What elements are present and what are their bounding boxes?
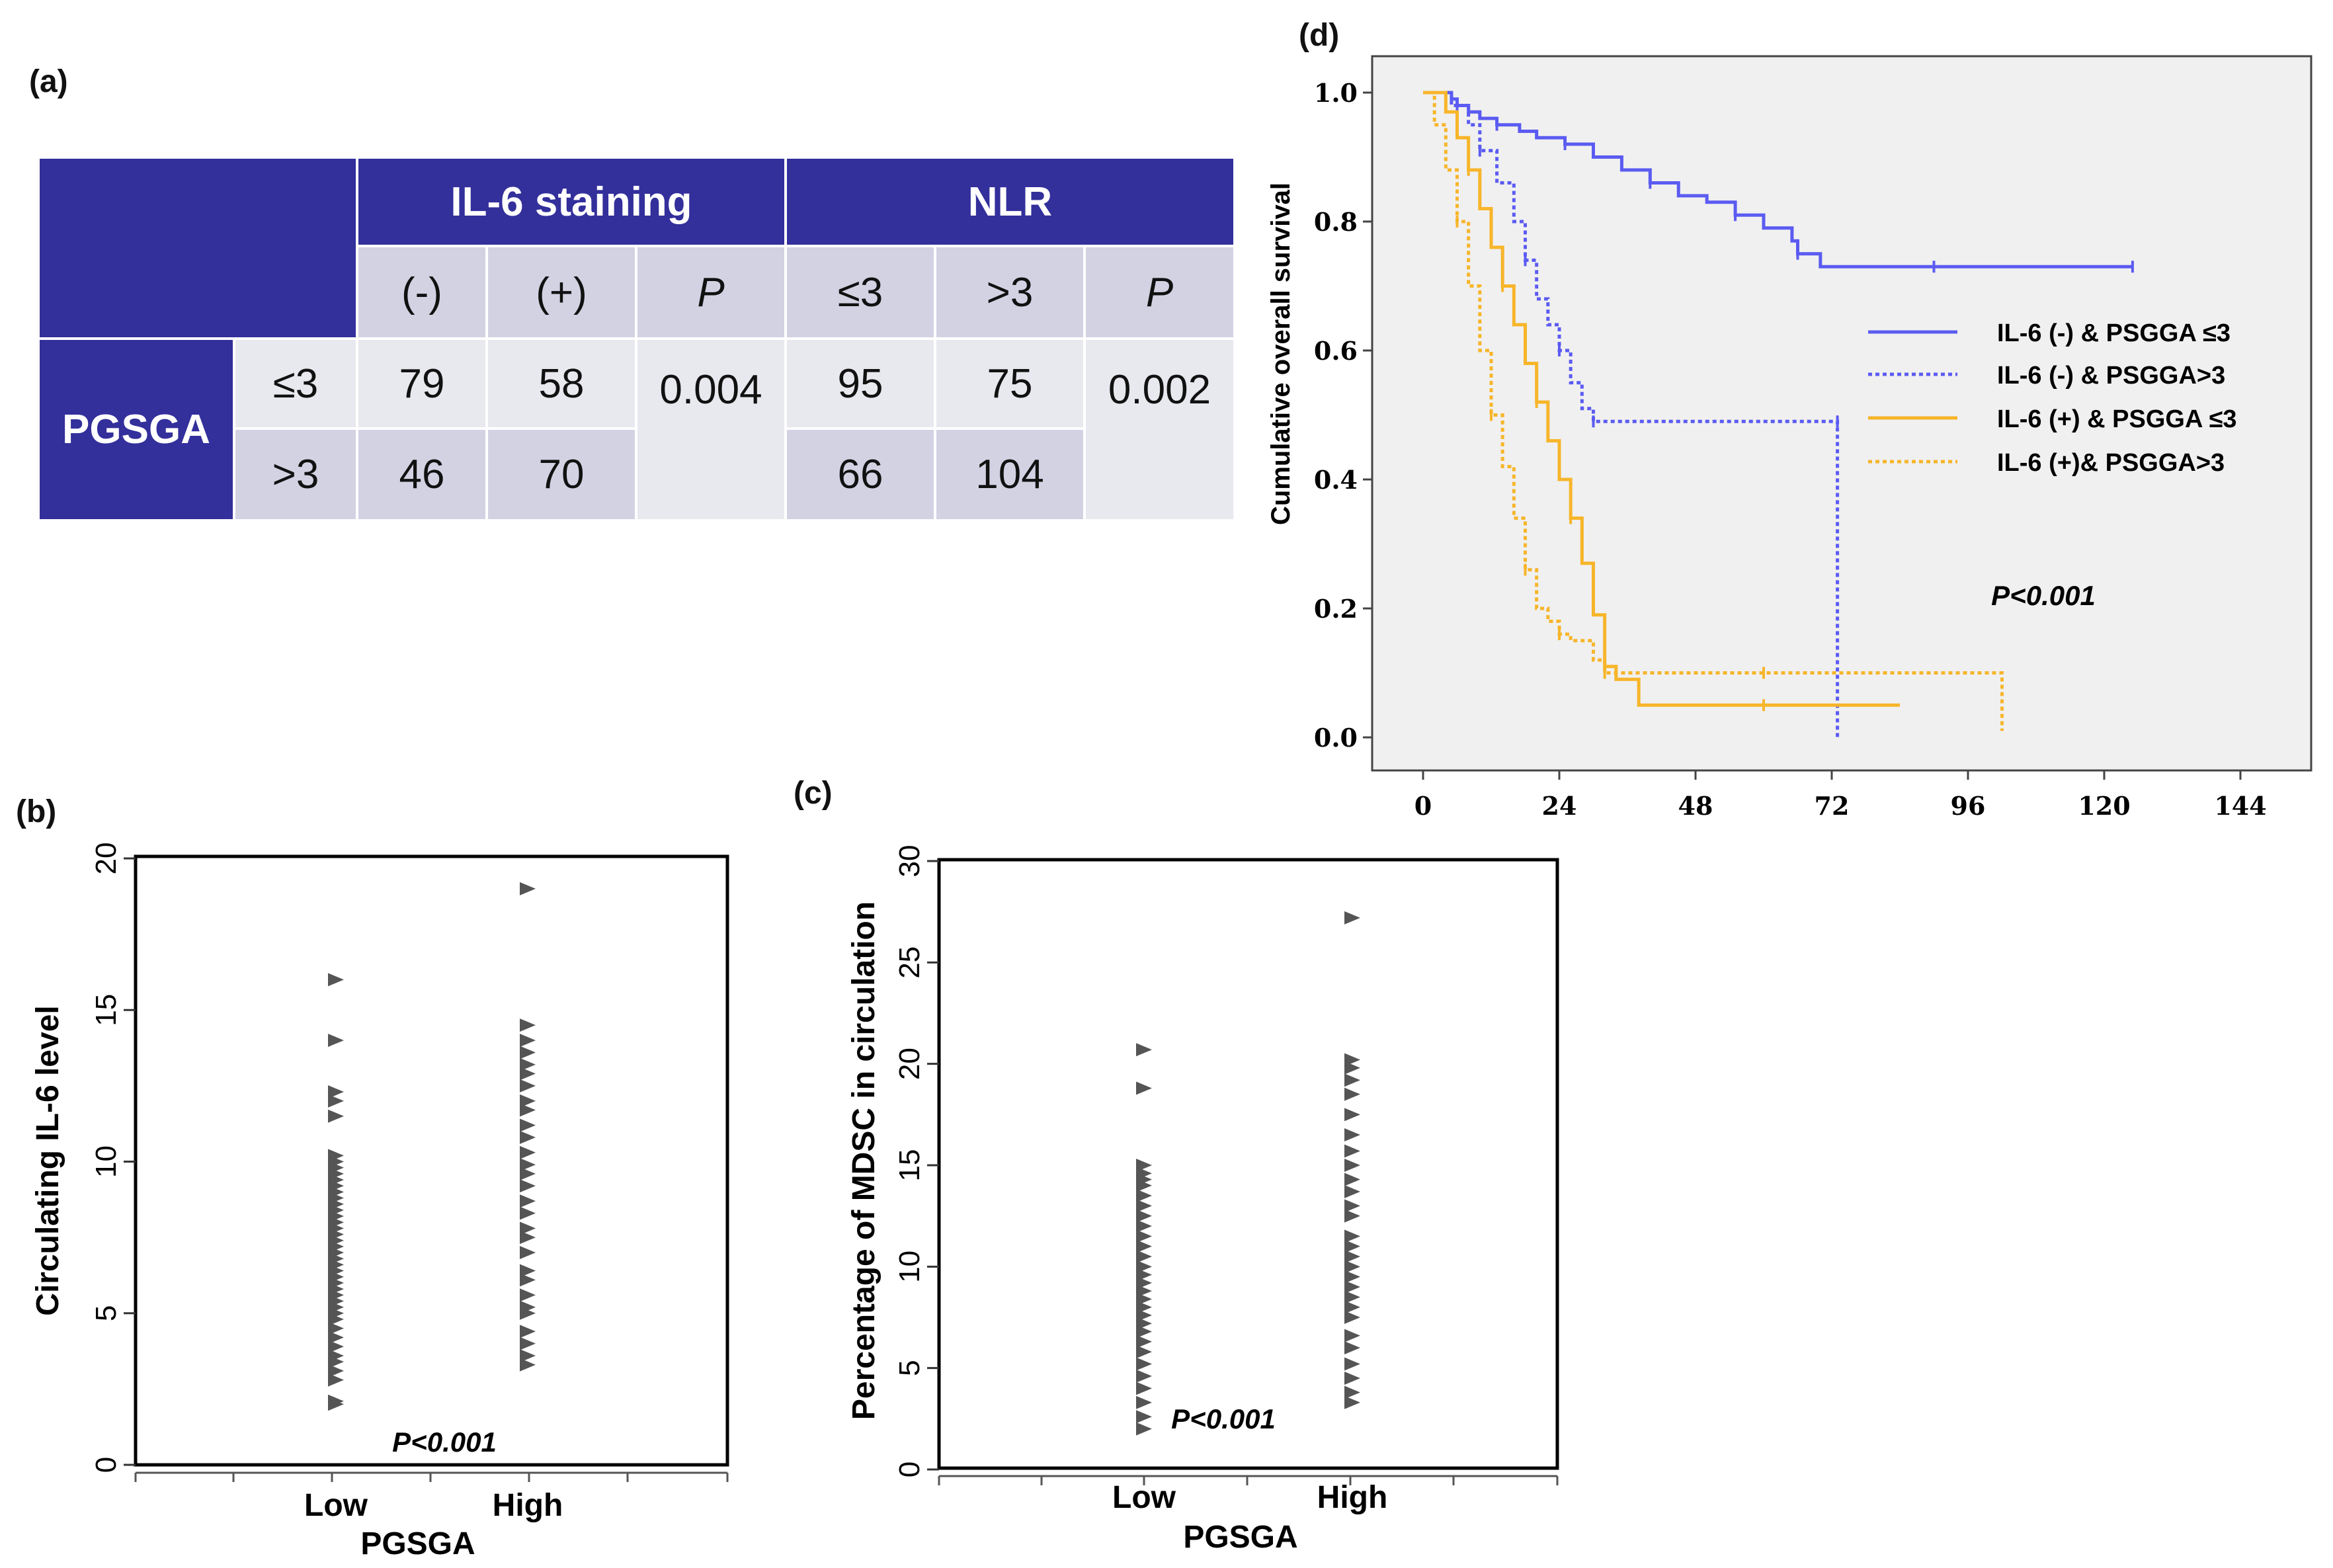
p-value-b: P<0.001: [392, 1426, 497, 1458]
y-axis-label-c: Percentage of MDSC in circulation: [846, 901, 881, 1420]
plot-area-c: [937, 858, 1559, 1470]
y-tick-label: 0: [90, 1457, 122, 1473]
p-value-d: P<0.001: [1991, 580, 2096, 611]
cell-p-nlr-value: 0.002: [1108, 367, 1211, 413]
cell-r1-neg: 79: [358, 340, 485, 427]
x-axis-label-b: PGSGA: [360, 1526, 475, 1561]
survival-curve-1: [1423, 91, 1840, 737]
chart-d: 0.0 0.2 0.4 0.6 0.8 1.0 0 24 48 72 96 120 144 IL-6 …: [1266, 55, 2313, 821]
y-tick-label: 0.0: [1314, 723, 1358, 753]
group-header-il6: IL-6 staining: [358, 159, 784, 245]
y-tick-label: 5: [90, 1305, 122, 1321]
legend-label: IL-6 (-) & PSGGA>3: [1997, 362, 2225, 390]
cell-p-nlr: 0.002: [1086, 340, 1233, 519]
subheader-le3: ≤3: [787, 247, 934, 337]
x-tick-label: High: [493, 1488, 563, 1523]
p-value-c: P<0.001: [1171, 1403, 1276, 1434]
panel-label-c: (c): [794, 776, 833, 811]
table-corner: [40, 159, 356, 337]
cell-r2-neg: 46: [358, 430, 485, 519]
y-tick-label: 0: [893, 1462, 926, 1477]
x-tick-label: Low: [1112, 1480, 1176, 1515]
x-tick-label: 0: [1414, 791, 1432, 821]
cell-p-il6-value: 0.004: [659, 367, 762, 413]
cell-r2-pos: 70: [488, 430, 635, 519]
table-a: IL-6 staining NLR (-) (+) P ≤3 >3 P PGSG…: [40, 159, 1233, 519]
subheader-gt3: >3: [936, 247, 1083, 337]
subheader-neg: (-): [358, 247, 485, 337]
cell-r1-pos: 58: [488, 340, 635, 427]
y-axis-label-b: Circulating IL-6 level: [30, 1005, 65, 1315]
x-tick-label: 144: [2214, 791, 2266, 821]
row-group-pgsga: PGSGA: [40, 340, 233, 519]
y-tick-label: 1.0: [1314, 78, 1358, 108]
x-axis-label-c: PGSGA: [1183, 1520, 1297, 1555]
cell-p-il6: 0.004: [637, 340, 784, 519]
y-tick-label: 15: [90, 994, 122, 1026]
y-tick-label: 0.2: [1314, 594, 1358, 624]
legend-label: IL-6 (+)& PSGGA>3: [1997, 449, 2225, 477]
x-tick-label: 120: [2078, 791, 2130, 821]
group-header-nlr: NLR: [787, 159, 1233, 245]
row-label-gt3: >3: [235, 430, 356, 519]
cell-r2-le3: 66: [787, 430, 934, 519]
y-tick-label: 0.8: [1314, 207, 1358, 237]
legend-label: IL-6 (-) & PSGGA ≤3: [1997, 319, 2231, 347]
x-tick-label: 96: [1951, 791, 1986, 821]
x-tick-label: 24: [1542, 791, 1577, 821]
plot-area-d: [1371, 55, 2313, 772]
panel-label-d: (d): [1299, 18, 1340, 53]
y-tick-label: 20: [893, 1048, 926, 1080]
x-tick-label: High: [1317, 1480, 1388, 1515]
panel-label-a: (a): [29, 64, 68, 99]
y-tick-label: 30: [893, 845, 926, 878]
subheader-p-nlr: P: [1086, 247, 1233, 337]
cell-r1-gt3: 75: [936, 340, 1083, 427]
y-tick-label: 0.6: [1314, 336, 1358, 366]
chart-c: 0 5 10 15 20 25 30 Low High Percentage of MDSC …: [846, 845, 1559, 1555]
y-tick-label: 20: [90, 843, 122, 875]
row-label-le3: ≤3: [235, 340, 356, 427]
y-tick-label: 5: [893, 1360, 926, 1376]
y-tick-label: 0.4: [1314, 465, 1358, 495]
panel-label-b: (b): [16, 794, 57, 829]
y-tick-label: 10: [90, 1145, 122, 1178]
x-tick-label: Low: [304, 1488, 368, 1523]
subheader-p-il6: P: [637, 247, 784, 337]
cell-r1-le3: 95: [787, 340, 934, 427]
x-tick-label: 48: [1678, 791, 1713, 821]
y-tick-label: 25: [893, 946, 926, 979]
y-axis-label-d: Cumulative overall survival: [1266, 183, 1295, 525]
y-tick-label: 15: [893, 1149, 926, 1182]
legend-label: IL-6 (+) & PSGGA ≤3: [1997, 405, 2237, 433]
subheader-pos: (+): [488, 247, 635, 337]
x-tick-label: 72: [1815, 791, 1850, 821]
plot-area-b: [134, 854, 729, 1467]
cell-r2-gt3: 104: [936, 430, 1083, 519]
y-tick-label: 10: [893, 1251, 926, 1283]
